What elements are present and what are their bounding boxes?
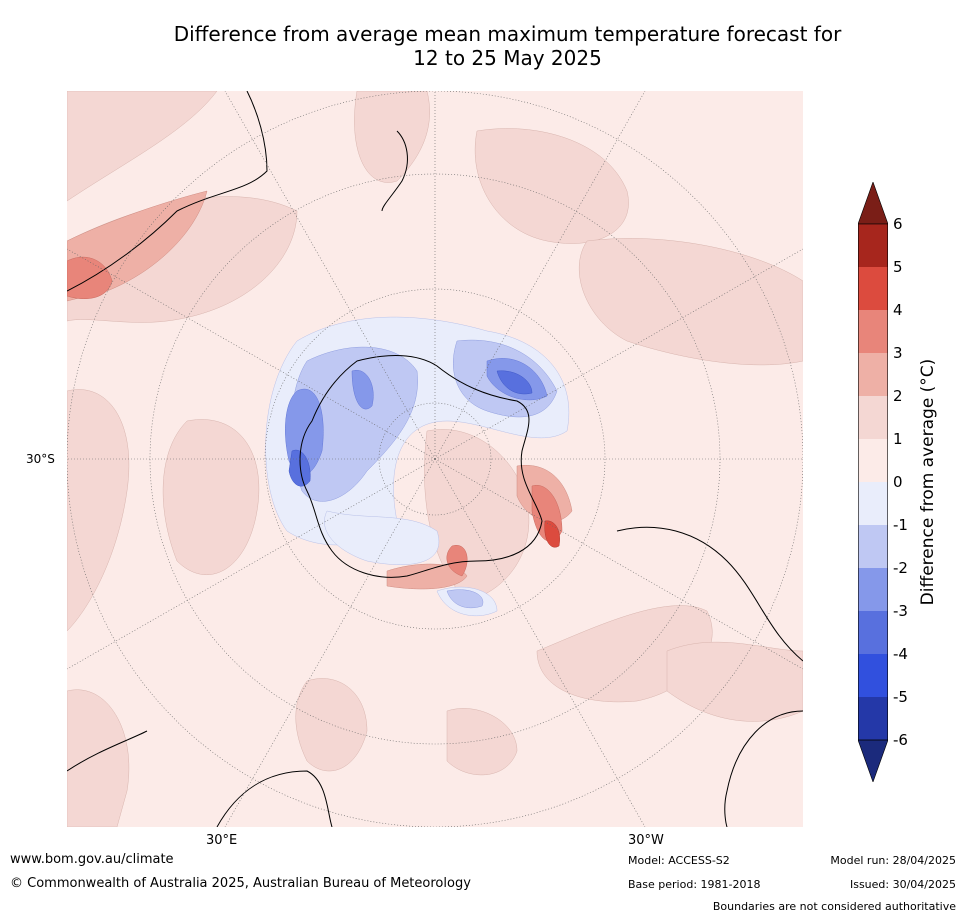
chart-title: Difference from average mean maximum tem…: [0, 22, 965, 70]
colorbar-segment: [858, 697, 888, 740]
colorbar-over-triangle: [858, 182, 888, 225]
base-period-text: Base period: 1981-2018: [628, 878, 761, 891]
anomaly-1-to-2-regions: [67, 91, 803, 827]
temperature-anomaly-map: [67, 91, 803, 827]
colorbar-tick-label: -2: [893, 559, 908, 577]
title-line-2: 12 to 25 May 2025: [413, 46, 602, 70]
model-text: Model: ACCESS-S2: [628, 854, 730, 867]
longitude-label-30e: 30°E: [206, 833, 238, 848]
colorbar-tick-label: -3: [893, 602, 908, 620]
colorbar-frame: [858, 223, 888, 741]
colorbar-tick-label: -1: [893, 516, 908, 534]
antarctica-coastline: [299, 355, 543, 578]
colorbar: [858, 182, 888, 782]
model-run-text: Model run: 28/04/2025: [830, 854, 956, 867]
colorbar-segment: [858, 396, 888, 439]
colorbar-segment: [858, 353, 888, 396]
website-url: www.bom.gov.au/climate: [10, 852, 174, 867]
new-zealand-coastline: [381, 130, 408, 212]
colorbar-under-triangle: [858, 739, 888, 782]
colorbar-segment: [858, 525, 888, 568]
colorbar-tick-label: 6: [893, 215, 903, 233]
colorbar-tick-label: -6: [893, 731, 908, 749]
colorbar-segment: [858, 267, 888, 310]
colorbar-segment: [858, 568, 888, 611]
colorbar-tick-label: 1: [893, 430, 903, 448]
colorbar-segment: [858, 611, 888, 654]
colorbar-segment: [858, 310, 888, 353]
colorbar-tick-label: 5: [893, 258, 903, 276]
colorbar-segment: [858, 224, 888, 267]
latitude-label-30s: 30°S: [26, 452, 55, 466]
colorbar-tick-label: 3: [893, 344, 903, 362]
anomaly-minus-3-to-minus-4-regions: [288, 370, 533, 487]
graticule: [67, 91, 803, 827]
australia-coastline: [67, 91, 268, 292]
colorbar-tick-label: 0: [893, 473, 903, 491]
colorbar-tick-label: 2: [893, 387, 903, 405]
south-america-coastline: [616, 526, 803, 827]
anomaly-4-to-5-region: [544, 520, 560, 548]
colorbar-tick-label: -4: [893, 645, 908, 663]
copyright-text: © Commonwealth of Australia 2025, Austra…: [10, 876, 471, 891]
colorbar-segment: [858, 482, 888, 525]
colorbar-segment: [858, 439, 888, 482]
disclaimer-text: Boundaries are not considered authoritat…: [712, 900, 956, 913]
africa-coastline: [67, 730, 333, 827]
issued-text: Issued: 30/04/2025: [849, 878, 956, 891]
longitude-label-30w: 30°W: [628, 833, 664, 848]
colorbar-segment: [858, 654, 888, 697]
colorbar-label: Difference from average (°C): [918, 358, 938, 606]
colorbar-tick-label: 4: [893, 301, 903, 319]
colorbar-tick-label: -5: [893, 688, 908, 706]
title-line-1: Difference from average mean maximum tem…: [173, 22, 842, 46]
